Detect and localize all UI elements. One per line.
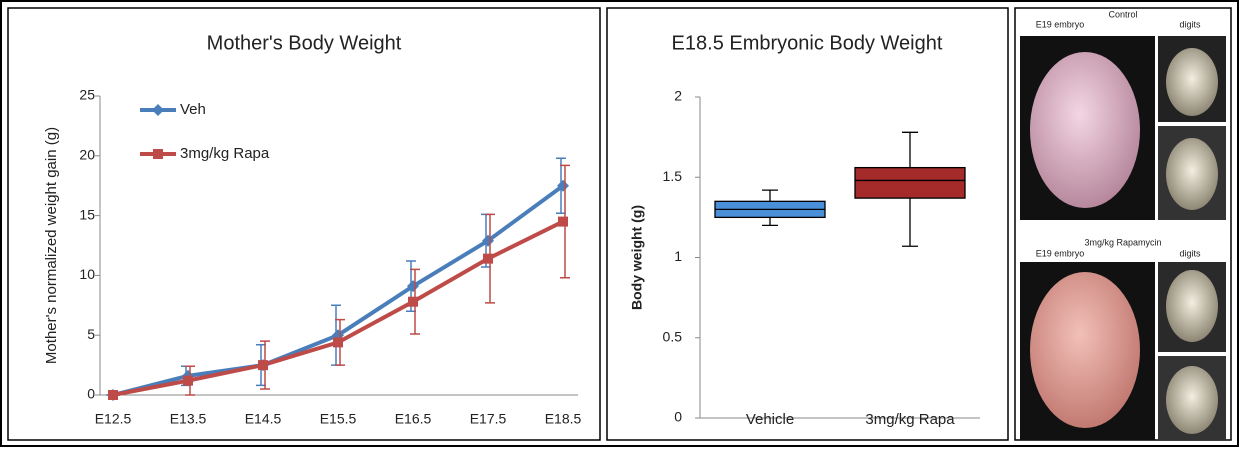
marker	[558, 216, 568, 227]
paw	[1166, 138, 1218, 210]
photo-label: E19 embryo	[1036, 248, 1085, 258]
marker	[183, 375, 193, 386]
y-tick-label: 20	[79, 147, 95, 163]
marker	[407, 280, 419, 293]
x-tick-label: E17.5	[470, 411, 507, 427]
legend-marker	[152, 104, 164, 116]
y-tick-label: 2	[674, 88, 682, 104]
photo-label: E19 embryo	[1036, 19, 1085, 29]
y-axis-label: Mother's normalized weight gain (g)	[43, 127, 60, 364]
y-tick-label: 0	[87, 386, 95, 402]
y-tick-label: 1.5	[663, 168, 683, 184]
y-tick-label: 5	[87, 326, 95, 342]
photo-panel: Control E19 embryo digits 3mg/kg Rapamyc…	[1020, 9, 1226, 440]
x-tick-label: E18.5	[545, 411, 582, 427]
embryo	[1030, 52, 1140, 208]
x-tick-label: E14.5	[245, 411, 282, 427]
y-tick-label: 25	[79, 87, 95, 103]
photo-label: Control	[1108, 9, 1137, 19]
y-tick-label: 0	[674, 409, 682, 425]
box	[854, 166, 966, 199]
marker	[108, 390, 118, 400]
marker	[557, 179, 569, 192]
y-tick-label: 10	[79, 266, 95, 282]
photo-label: digits	[1179, 19, 1201, 29]
paw	[1166, 366, 1218, 434]
y-tick-label: 1	[674, 248, 682, 264]
marker	[258, 360, 268, 371]
legend-label: 3mg/kg Rapa	[180, 145, 270, 162]
photo-label: digits	[1179, 248, 1201, 258]
charts: Mother's Body Weight Mother's normalized …	[43, 32, 980, 428]
marker	[333, 337, 343, 348]
chart-title: E18.5 Embryonic Body Weight	[672, 32, 943, 54]
legend-label: Veh	[180, 101, 206, 118]
y-tick-label: 0.5	[663, 328, 683, 344]
marker	[483, 253, 493, 264]
chart-title: Mother's Body Weight	[207, 32, 402, 54]
x-tick-label: 3mg/kg Rapa	[865, 411, 955, 428]
photo-label: 3mg/kg Rapamycin	[1084, 237, 1161, 247]
marker	[408, 296, 418, 307]
x-tick-label: E15.5	[320, 411, 357, 427]
y-axis-label: Body weight (g)	[629, 205, 645, 310]
panel-left	[7, 7, 601, 441]
legend-marker	[153, 149, 163, 159]
paw	[1166, 270, 1218, 342]
x-tick-label: Vehicle	[746, 411, 794, 428]
x-tick-label: E13.5	[170, 411, 207, 427]
panel-middle	[606, 7, 1009, 441]
embryo	[1030, 272, 1140, 428]
paw	[1166, 48, 1218, 116]
y-tick-label: 15	[79, 206, 95, 222]
x-tick-label: E12.5	[95, 411, 132, 427]
x-tick-label: E16.5	[395, 411, 432, 427]
marker	[482, 234, 494, 247]
